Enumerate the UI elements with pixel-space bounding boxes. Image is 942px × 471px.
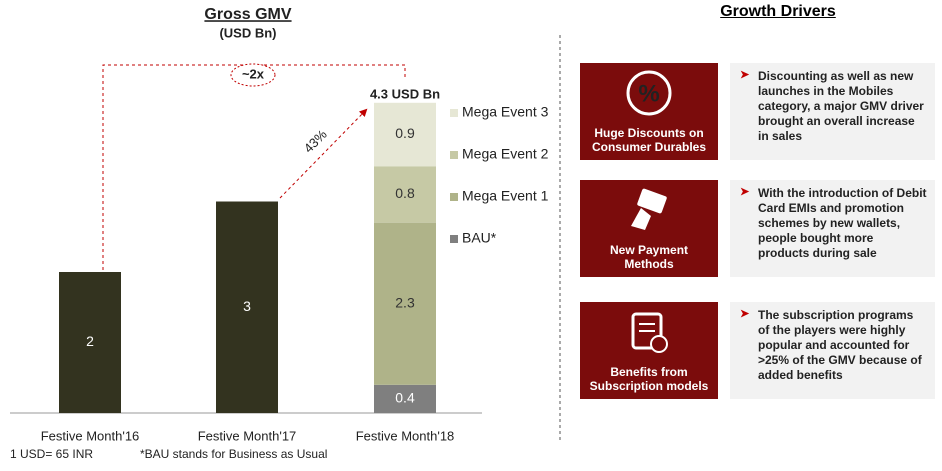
value-label: 0.9 [395, 125, 415, 141]
x-tick-label: Festive Month'17 [198, 428, 297, 443]
driver-text-box: ➤ With the introduction of Debit Card EMI… [730, 180, 935, 277]
value-label: 2 [86, 333, 94, 349]
bullet-arrow: ➤ [740, 308, 750, 320]
bar [374, 102, 436, 167]
multiple-label: ~2x [242, 66, 265, 81]
driver-label: Huge Discounts on Consumer Durables [591, 126, 707, 154]
driver-label-box: % Huge Discounts on Consumer Durables [580, 63, 718, 160]
driver-text: Discounting as well as new launches in t… [758, 69, 924, 143]
chart-title: Gross GMV [204, 6, 291, 23]
bar [374, 166, 436, 223]
driver-icon [631, 188, 667, 230]
bullet-arrow: ➤ [740, 69, 750, 81]
value-label: 0.4 [395, 390, 415, 406]
legend-swatch [450, 235, 458, 243]
driver-text: With the introduction of Debit Card EMIs… [758, 186, 927, 260]
driver-text-box: ➤ Discounting as well as new launches in … [730, 63, 935, 160]
bar [59, 272, 121, 413]
legend-label: Mega Event 1 [462, 188, 549, 204]
bullet-arrow: ➤ [740, 186, 750, 198]
driver-label: Benefits from Subscription models [589, 365, 709, 393]
driver-icon [631, 312, 668, 353]
driver-label-box: Benefits from Subscription models [580, 302, 718, 399]
legend-swatch [450, 193, 458, 201]
x-tick-label: Festive Month'16 [41, 428, 140, 443]
bar [374, 222, 436, 385]
driver-label-box: New Payment Methods [580, 180, 718, 277]
bar [216, 201, 278, 413]
legend-swatch [450, 151, 458, 159]
footnote: *BAU stands for Business as Usual [140, 447, 327, 461]
bar [374, 384, 436, 413]
chart: Gross GMV (USD Bn) ~2x 43% 4.3 USD Bn 1 … [10, 6, 561, 461]
growth-arrow [279, 108, 368, 199]
value-label: 2.3 [395, 294, 415, 310]
drivers-title: Growth Drivers [720, 3, 836, 20]
legend-swatch [450, 109, 458, 117]
growth-label: 43% [301, 126, 330, 155]
footnote: 1 USD= 65 INR [10, 447, 93, 461]
multiple-badge [230, 63, 276, 87]
driver-text: The subscription programs of the players… [758, 308, 922, 382]
chart-subtitle: (USD Bn) [219, 25, 276, 40]
driver-label: New Payment Methods [609, 243, 689, 271]
value-label: 0.8 [395, 185, 415, 201]
legend-label: Mega Event 3 [462, 104, 549, 120]
legend-label: Mega Event 2 [462, 146, 549, 162]
total-label: 4.3 USD Bn [370, 86, 440, 101]
legend-label: BAU* [462, 230, 497, 246]
x-tick-label: Festive Month'18 [356, 428, 455, 443]
svg-text:%: % [638, 80, 659, 107]
value-label: 3 [243, 298, 251, 314]
driver-text-box: ➤ The subscription programs of the player… [730, 302, 935, 399]
driver-icon: % [626, 70, 672, 116]
